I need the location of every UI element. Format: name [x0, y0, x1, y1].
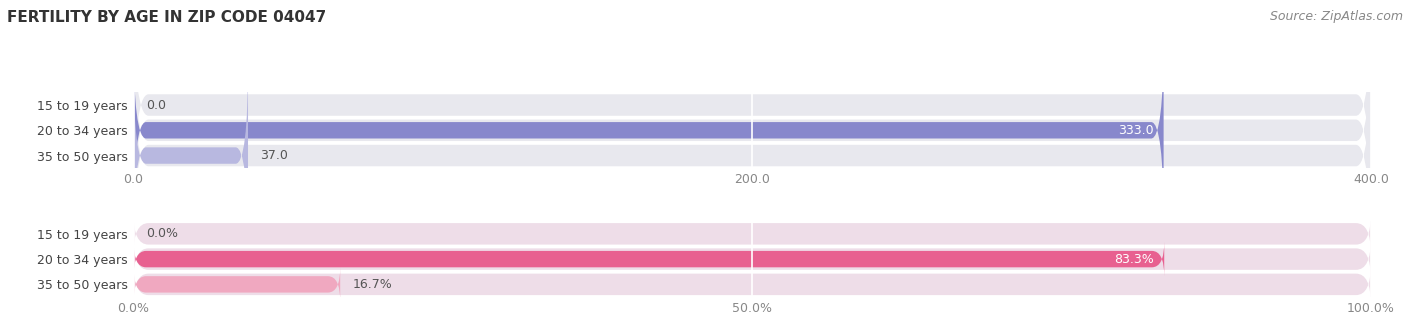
- FancyBboxPatch shape: [134, 240, 1371, 279]
- Text: 0.0%: 0.0%: [146, 227, 179, 240]
- FancyBboxPatch shape: [134, 63, 247, 248]
- Text: 333.0: 333.0: [1118, 124, 1154, 137]
- FancyBboxPatch shape: [134, 214, 1371, 253]
- FancyBboxPatch shape: [134, 265, 1371, 304]
- Text: 37.0: 37.0: [260, 149, 288, 162]
- FancyBboxPatch shape: [134, 267, 340, 301]
- Text: 83.3%: 83.3%: [1115, 252, 1154, 266]
- Text: 16.7%: 16.7%: [353, 278, 392, 291]
- FancyBboxPatch shape: [134, 45, 1371, 266]
- FancyBboxPatch shape: [134, 242, 1164, 276]
- FancyBboxPatch shape: [134, 38, 1164, 223]
- Text: FERTILITY BY AGE IN ZIP CODE 04047: FERTILITY BY AGE IN ZIP CODE 04047: [7, 10, 326, 25]
- FancyBboxPatch shape: [134, 20, 1371, 241]
- Text: 0.0: 0.0: [146, 99, 166, 112]
- Text: Source: ZipAtlas.com: Source: ZipAtlas.com: [1270, 10, 1403, 23]
- FancyBboxPatch shape: [134, 0, 1371, 215]
